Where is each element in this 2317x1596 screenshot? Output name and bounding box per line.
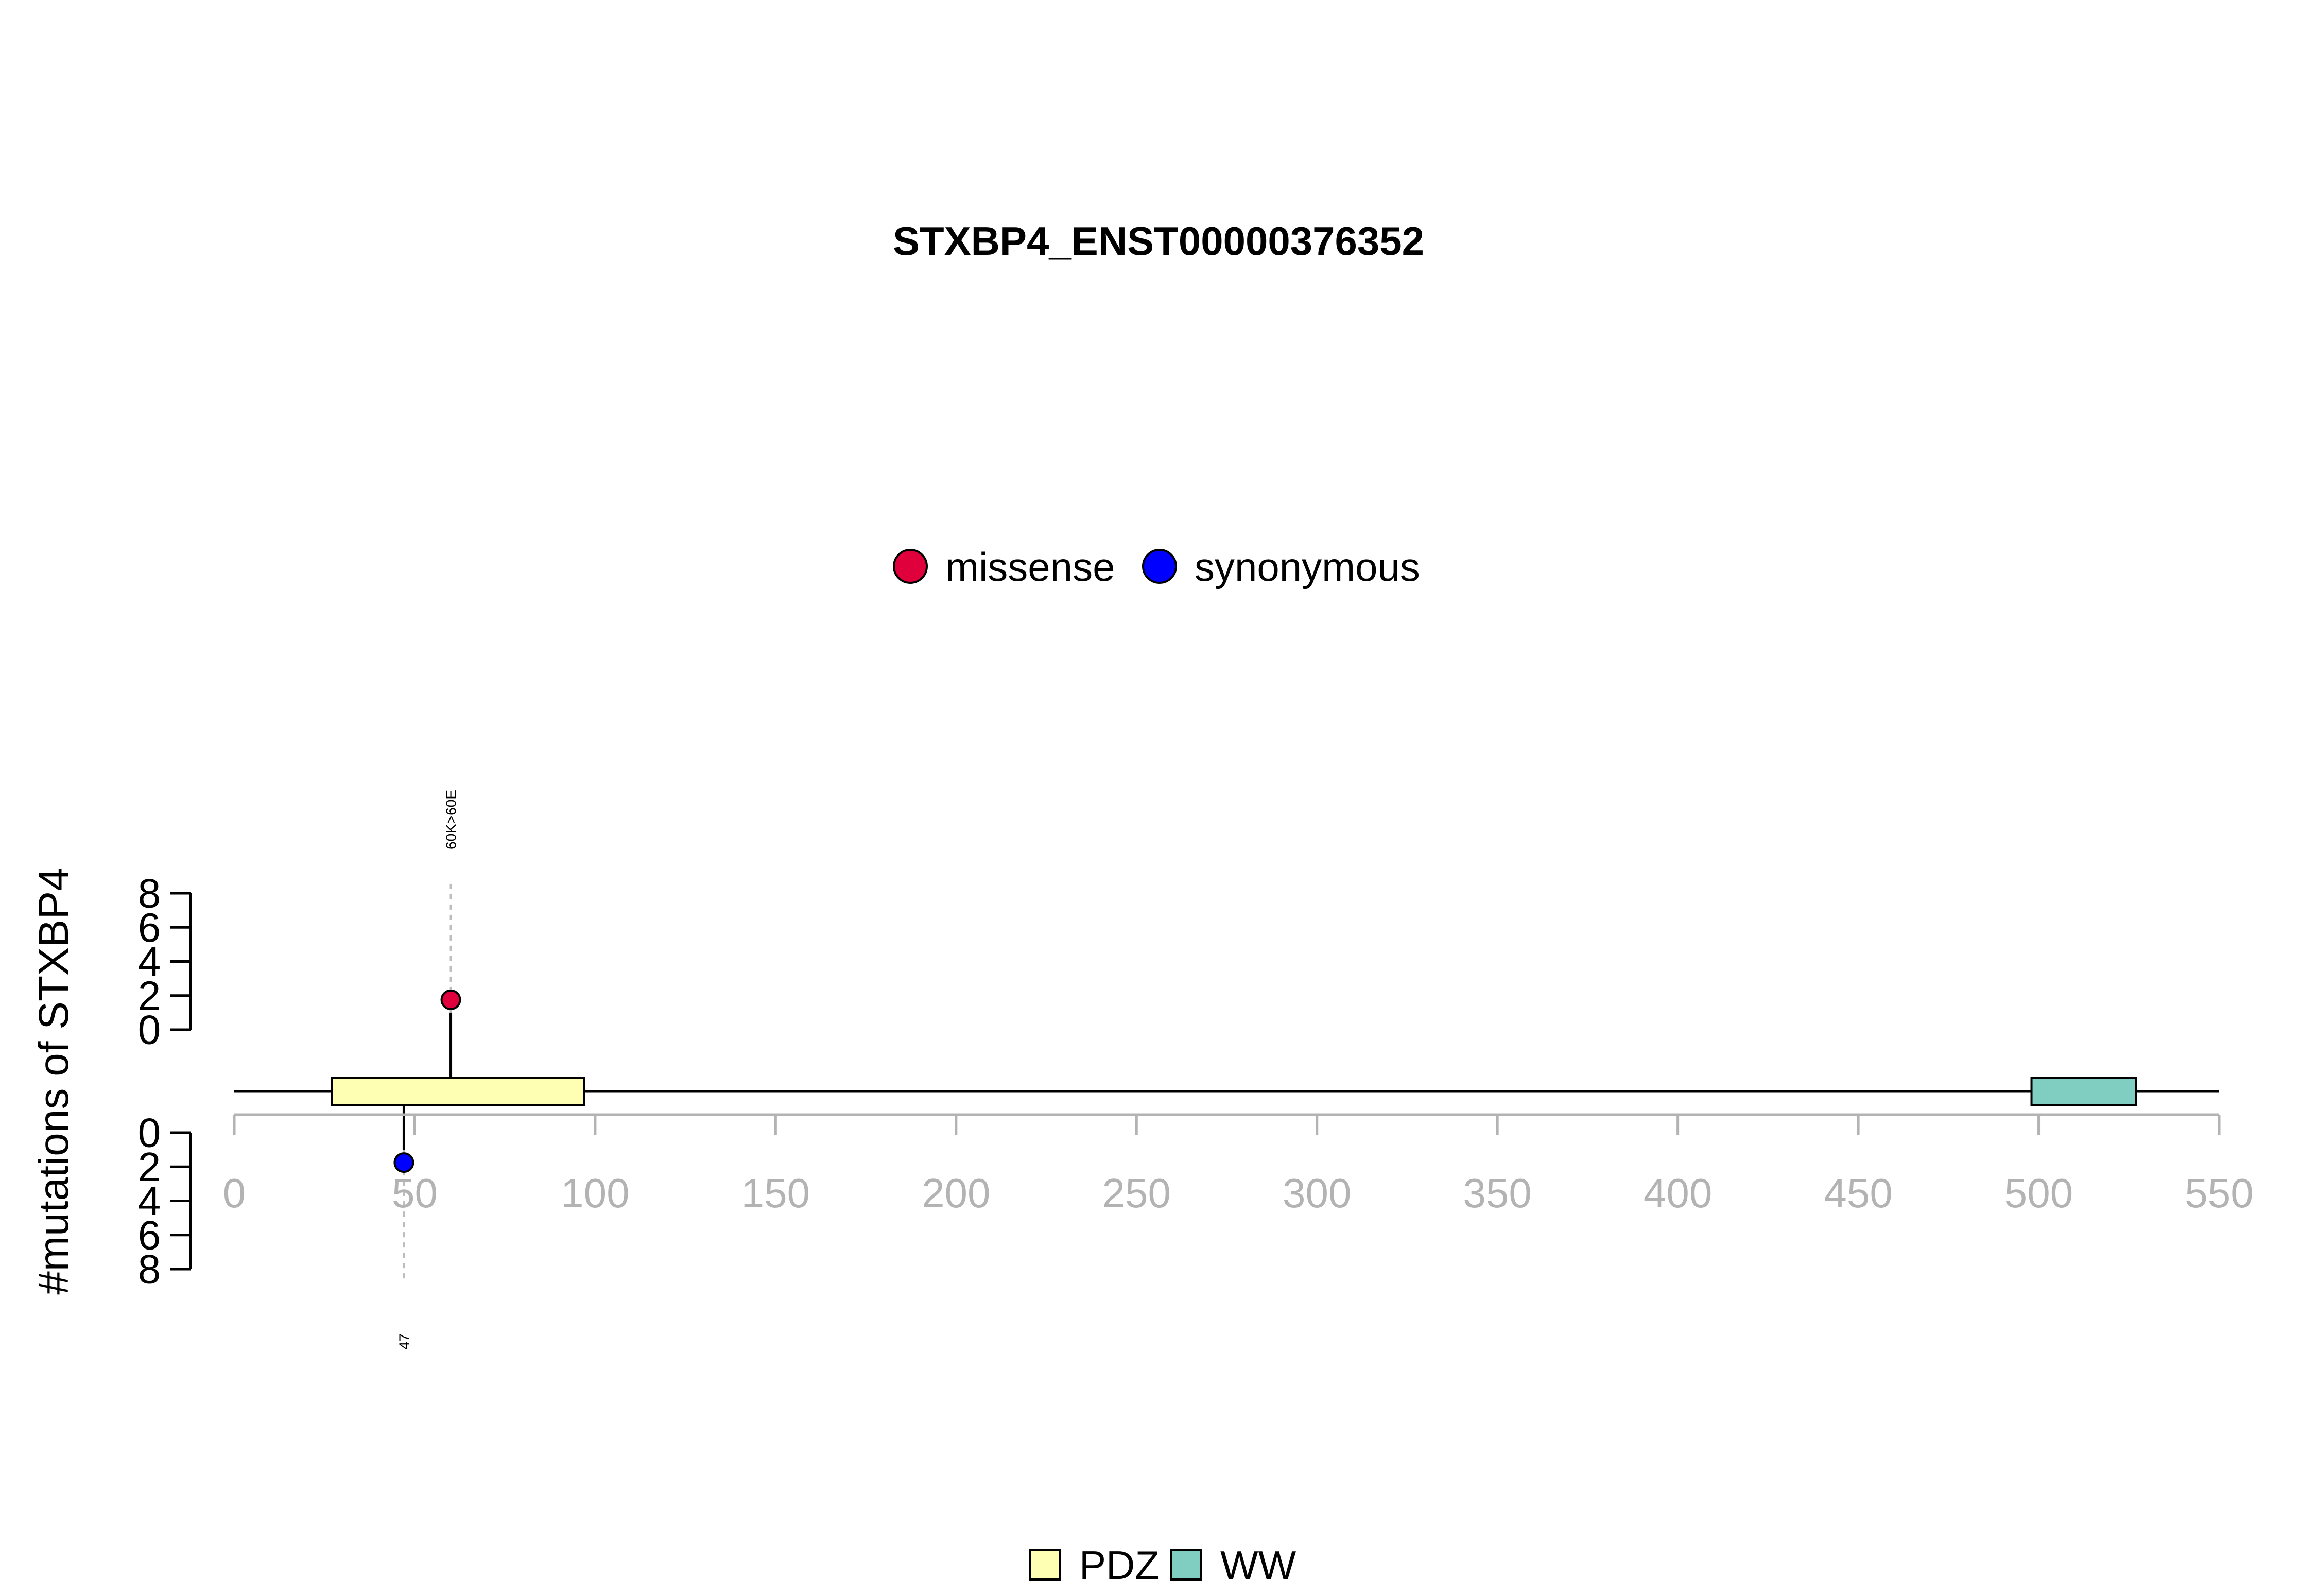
legend-label-ww: WW [1220, 1542, 1296, 1588]
mutation-legend: missense synonymous [894, 544, 1420, 589]
x-axis: 0 50 100 150 200 250 300 350 400 450 500 550 [223, 1115, 2254, 1216]
legend-label-synonymous: synonymous [1195, 544, 1420, 589]
chart-title: STXBP4_ENST00000376352 [893, 218, 1424, 264]
legend-swatch-pdz [1030, 1550, 1060, 1580]
x-tick-label-100: 100 [561, 1170, 629, 1216]
legend-swatch-ww [1171, 1550, 1201, 1580]
y-top-tick-label-8: 8 [138, 871, 161, 916]
y-axis-label: #mutations of STXBP4 [30, 868, 77, 1295]
x-tick-label-0: 0 [223, 1170, 246, 1216]
x-tick-label-200: 200 [922, 1170, 990, 1216]
x-tick-label-300: 300 [1283, 1170, 1351, 1216]
x-tick-label-50: 50 [392, 1170, 438, 1216]
mutation-label-47: 47 [396, 1333, 412, 1349]
mutation-label-60k-60e: 60K>60E [443, 790, 459, 849]
legend-marker-missense [894, 550, 927, 583]
x-tick-label-350: 350 [1463, 1170, 1531, 1216]
x-tick-label-450: 450 [1824, 1170, 1892, 1216]
x-tick-label-550: 550 [2185, 1170, 2253, 1216]
mutations-layer: 60K>60E 47 [394, 790, 460, 1349]
legend-label-missense: missense [945, 544, 1115, 589]
x-tick-label-400: 400 [1644, 1170, 1712, 1216]
domain-legend: PDZ WW [1030, 1542, 1296, 1588]
domain-ww [2032, 1078, 2136, 1105]
x-tick-label-250: 250 [1102, 1170, 1171, 1216]
y-bottom-tick-label-8: 8 [138, 1246, 161, 1292]
mutation-point-60k-60e [442, 991, 460, 1009]
x-tick-label-500: 500 [2004, 1170, 2073, 1216]
domain-pdz [332, 1078, 584, 1105]
legend-marker-synonymous [1143, 550, 1176, 583]
x-tick-label-150: 150 [741, 1170, 810, 1216]
mutation-point-47 [394, 1153, 413, 1172]
legend-label-pdz: PDZ [1079, 1542, 1160, 1588]
